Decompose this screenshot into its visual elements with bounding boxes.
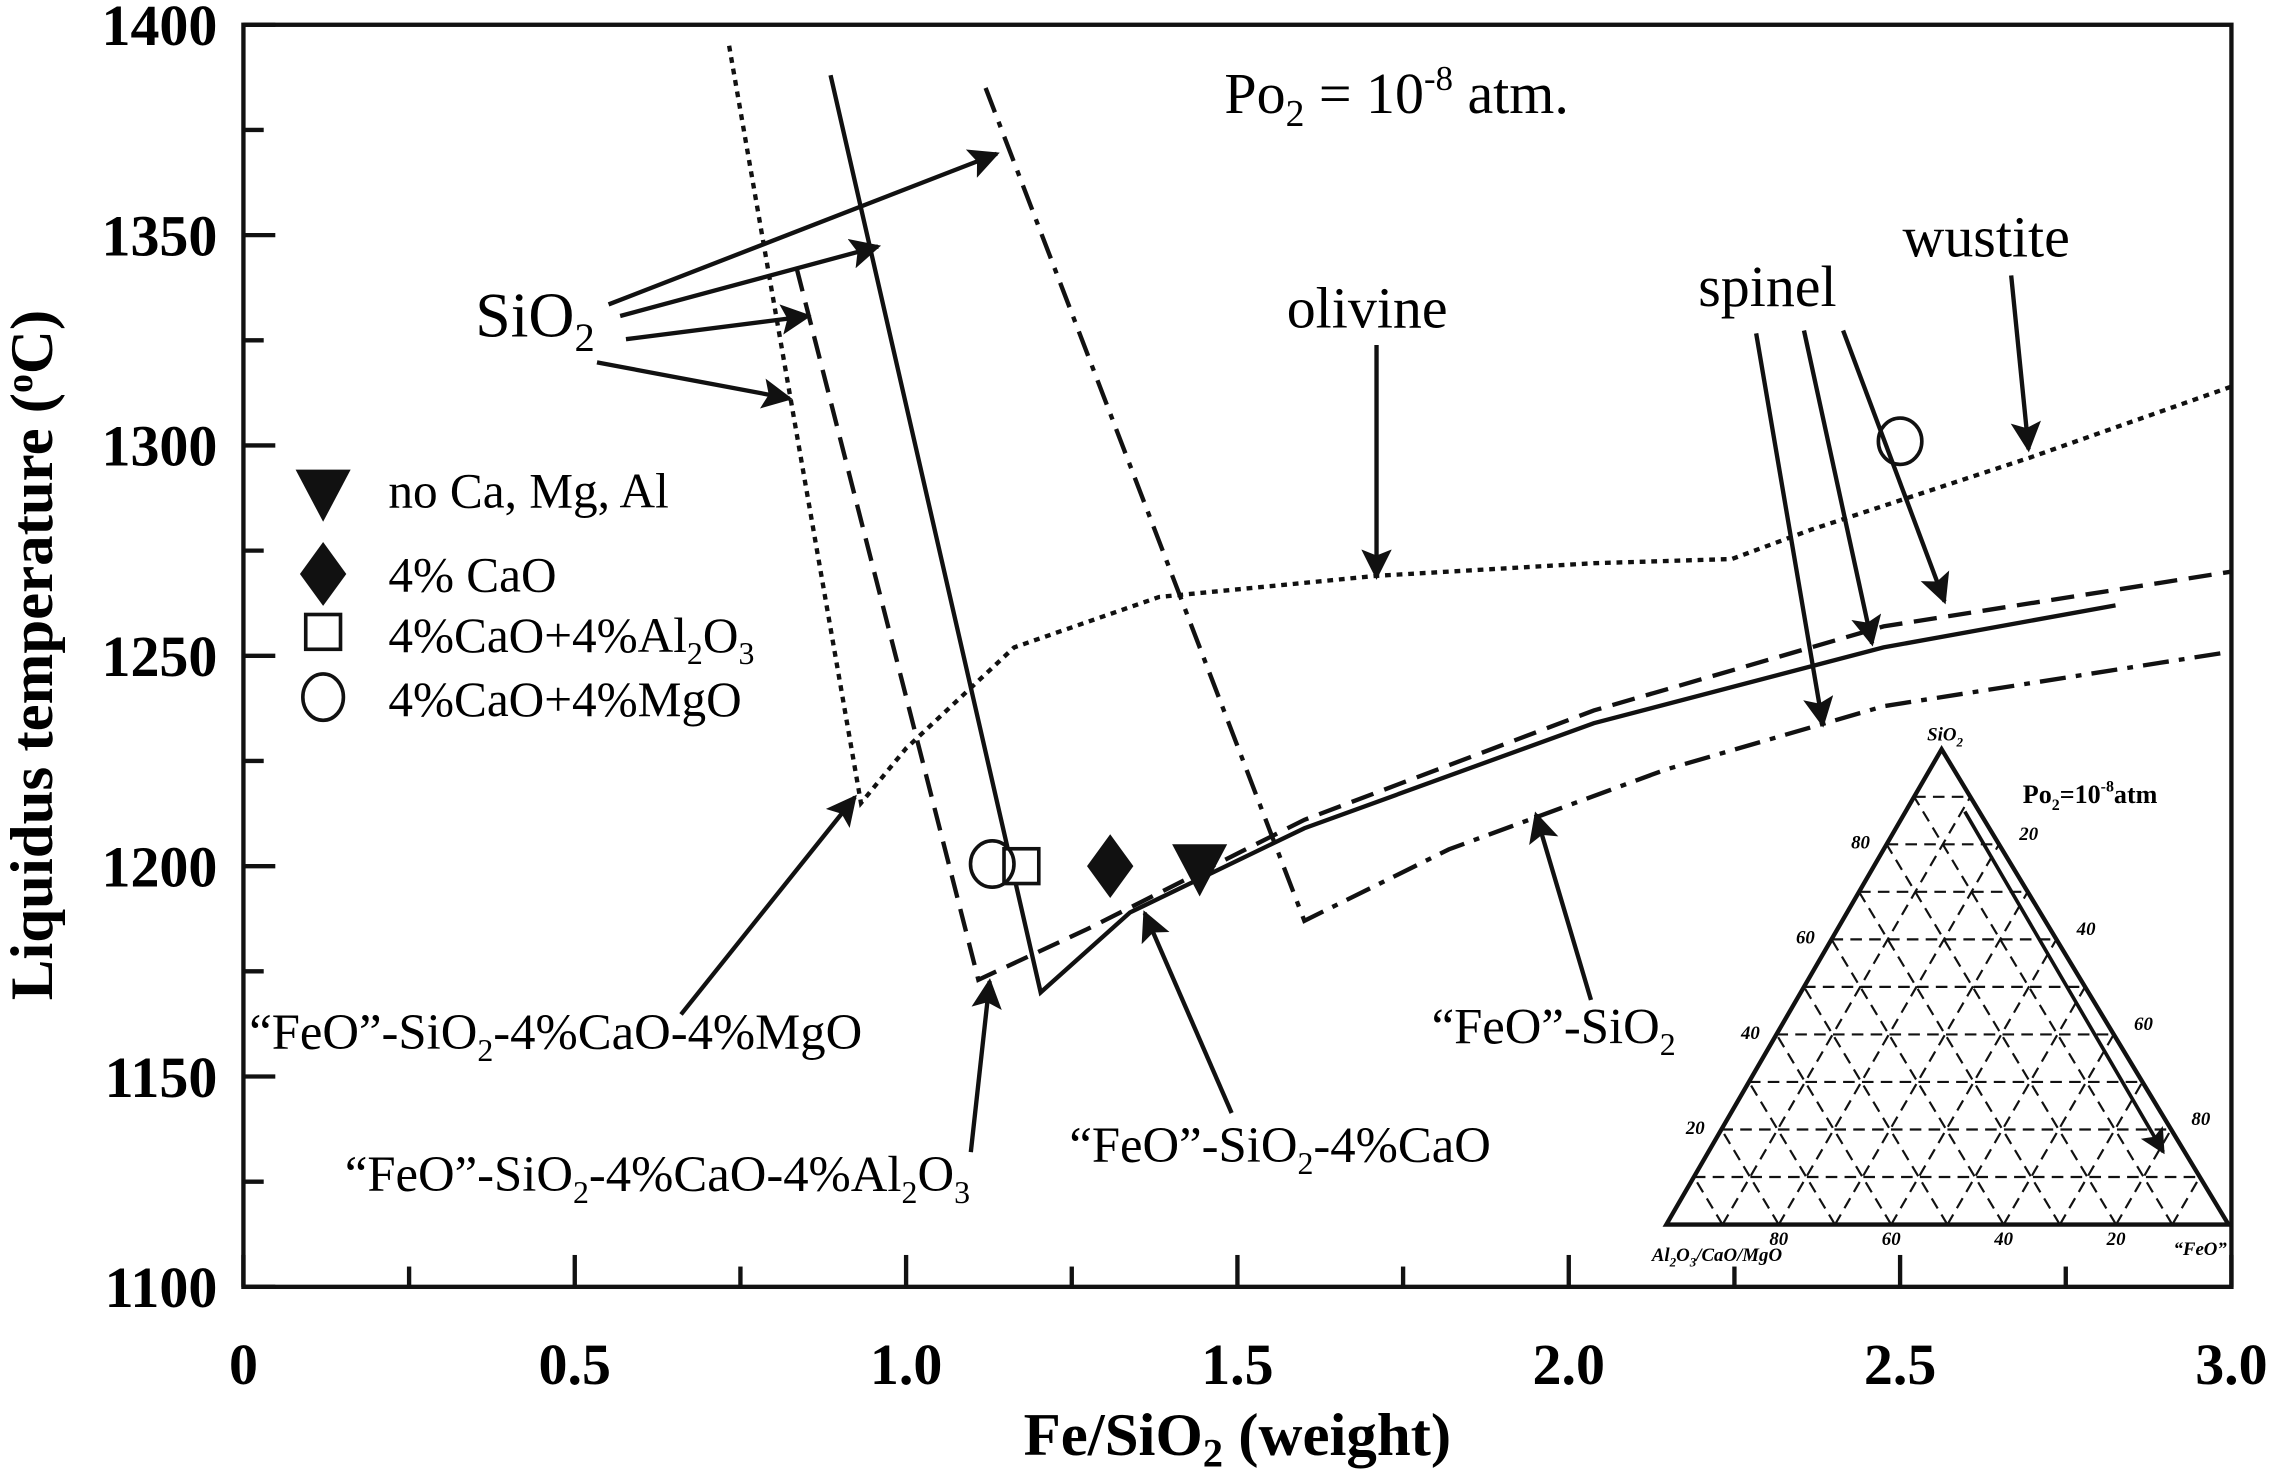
ternary-right-tick: 80 xyxy=(2191,1109,2210,1130)
y-axis-title: Liquidus temperature (oC) xyxy=(0,310,66,1000)
series-line xyxy=(983,87,2232,924)
legend-square-icon xyxy=(303,612,343,652)
y-tick-label: 1200 xyxy=(101,834,217,899)
x-tick-label: 3.0 xyxy=(2195,1332,2267,1397)
arrow-icon xyxy=(968,978,1002,1153)
ternary-grid-line xyxy=(1946,986,2087,1226)
olivine-annotation: olivine xyxy=(1287,276,1448,341)
ternary-bottom-tick: 80 xyxy=(1769,1229,1788,1250)
arrow-icon xyxy=(1754,333,1834,728)
ternary-grid-line xyxy=(2171,1176,2201,1226)
curve-label-cao-al2o3: “FeO”-SiO2-4%CaO-4%Al2O3 xyxy=(345,1146,970,1210)
ternary-triangle xyxy=(1662,744,2233,1227)
ternary-grid-line xyxy=(1803,986,1949,1226)
ternary-grid-line xyxy=(1913,796,2174,1226)
wustite-annotation: wustite xyxy=(1903,205,2070,270)
y-tick-label: 1250 xyxy=(101,624,217,689)
arrow-icon xyxy=(1801,330,1882,647)
arrow-icon xyxy=(1141,910,1234,1114)
legend-circle-icon xyxy=(301,672,346,723)
ternary-grid-line xyxy=(1747,1081,1836,1226)
ternary-condition: Po2=10-8atm xyxy=(2023,778,2158,814)
curves xyxy=(726,45,2233,997)
ternary-left-tick: 20 xyxy=(1685,1118,1705,1139)
ternary-left-tick: 80 xyxy=(1851,833,1870,854)
ternary-bottom-tick: 60 xyxy=(1882,1229,1901,1250)
arrow-icon xyxy=(2009,275,2041,453)
legend-label: no Ca, Mg, Al xyxy=(388,463,668,518)
ternary-grid-line xyxy=(2002,1033,2115,1226)
series-line xyxy=(828,74,2116,997)
ternary-grid-line xyxy=(2058,1081,2144,1226)
legend-label: 4% CaO xyxy=(388,547,556,602)
x-tick-label: 1.5 xyxy=(1201,1332,1273,1397)
ternary-grid-line xyxy=(1890,938,2058,1226)
ternary-grid-line xyxy=(1692,1176,1724,1226)
y-tick-label: 1350 xyxy=(101,203,217,268)
ternary-bottom-tick: 40 xyxy=(1993,1229,2013,1250)
curve-label-cao: “FeO”-SiO2-4%CaO xyxy=(1069,1117,1490,1181)
ternary-right-tick: 60 xyxy=(2134,1014,2153,1035)
y-tick-label: 1100 xyxy=(105,1255,218,1320)
marker-circle-icon xyxy=(1876,416,1924,467)
ternary-arrow-icon xyxy=(1963,810,2165,1155)
spinel-annotation: spinel xyxy=(1698,254,1836,319)
y-tick-label: 1300 xyxy=(101,414,217,479)
legend-diamond-icon xyxy=(299,542,347,606)
ternary-right-tick: 20 xyxy=(2018,824,2038,845)
data-markers xyxy=(968,416,1924,899)
marker-diamond-icon xyxy=(1087,834,1134,899)
arrow-icon xyxy=(679,794,857,1016)
ternary-top-label: SiO2 xyxy=(1927,725,1963,750)
legend-label: 4%CaO+4%Al2O3 xyxy=(388,608,754,671)
axis-ticks: 0 0.5 1.0 1.5 2.0 2.5 3.0 1100 1150 1200 1250 1300 1… xyxy=(101,0,2267,1397)
ternary-left-tick: 40 xyxy=(1740,1023,1760,1044)
ternary-grid-line xyxy=(1858,891,2061,1226)
ternary-grid-line xyxy=(1834,891,2029,1226)
ternary-right-label: “FeO” xyxy=(2173,1239,2227,1260)
legend: no Ca, Mg, Al 4% CaO 4%CaO+4%Al2O3 4%CaO… xyxy=(295,463,754,727)
marker-circle-icon xyxy=(968,839,1016,890)
ternary-grid-line xyxy=(2115,1128,2173,1226)
y-tick-label: 1400 xyxy=(101,0,217,58)
arrow-icon xyxy=(625,304,812,342)
curve-label-cao-mgo: “FeO”-SiO2-4%CaO-4%MgO xyxy=(249,1004,862,1068)
ternary-left-tick: 60 xyxy=(1796,928,1815,949)
ternary-grid-line xyxy=(1777,843,2000,1226)
x-tick-label: 0 xyxy=(229,1332,258,1397)
arrow-icon xyxy=(607,149,1000,307)
arrow-icon xyxy=(619,238,882,319)
y-tick-label: 1150 xyxy=(105,1045,218,1110)
x-axis-title: Fe/SiO2 (weight) xyxy=(1024,1402,1452,1471)
ternary-bottom-tick: 20 xyxy=(2106,1229,2126,1250)
arrow-icon xyxy=(1529,811,1594,1001)
sio2-annotation: SiO2 xyxy=(475,279,595,359)
x-tick-label: 0.5 xyxy=(539,1332,611,1397)
series-line xyxy=(726,45,2233,809)
arrow-icon xyxy=(1841,329,1950,605)
annotation-arrows xyxy=(596,149,2041,1153)
ternary-grid-line xyxy=(1721,796,1972,1226)
x-tick-label: 2.0 xyxy=(1533,1332,1605,1397)
x-tick-label: 1.0 xyxy=(870,1332,942,1397)
arrow-icon xyxy=(596,360,793,409)
ternary-inset: 80 60 40 20 20 40 60 80 80 60 40 20 xyxy=(1662,744,2233,1250)
curve-label-feo-sio2: “FeO”-SiO2 xyxy=(1432,998,1676,1062)
ternary-right-tick: 40 xyxy=(2076,919,2096,940)
oxygen-pressure-annotation: Po2 = 10-8 atm. xyxy=(1224,59,1568,135)
ternary-left-label: Al2O3/CaO/MgO xyxy=(1651,1245,1783,1270)
marker-triangle-down-icon xyxy=(1172,844,1228,897)
legend-triangle-down-icon xyxy=(295,469,351,522)
legend-label: 4%CaO+4%MgO xyxy=(388,672,741,727)
x-tick-label: 2.5 xyxy=(1864,1332,1936,1397)
